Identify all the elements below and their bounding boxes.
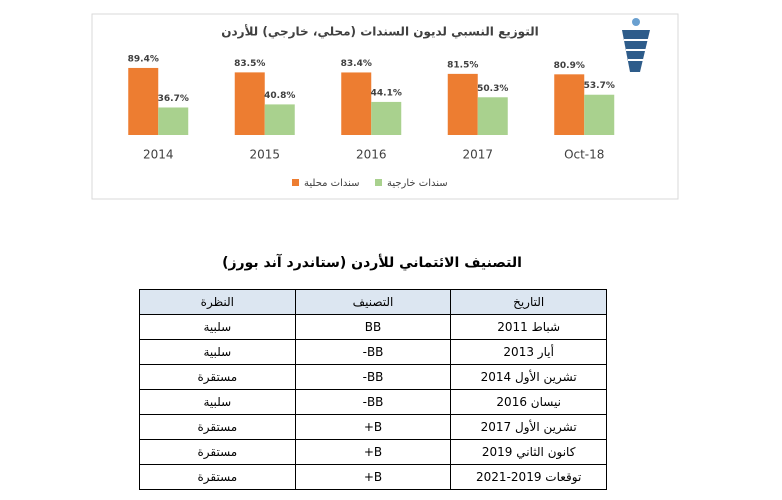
table-cell: B+ <box>294 414 452 440</box>
table-cell: مستقرة <box>139 439 296 465</box>
value-label: 50.3% <box>477 84 508 94</box>
table-cell: BB- <box>294 339 452 365</box>
table-title: التصنيف الائتماني للأردن (ستاندرد آند بو… <box>222 255 522 271</box>
header-cell: التاريخ <box>450 289 607 315</box>
legend-swatch <box>375 179 382 186</box>
header-cell: النظرة <box>139 289 296 315</box>
table-row: شباط 2011 BB سلبية <box>139 314 607 340</box>
value-label: 83.4% <box>341 59 372 69</box>
table-cell: أيار 2013 <box>450 339 607 365</box>
table-cell: تشرين الأول 2017 <box>450 414 607 440</box>
x-tick-label: 2017 <box>462 148 493 162</box>
legend-swatch <box>292 179 299 186</box>
value-label: 40.8% <box>264 91 295 101</box>
table-cell: مستقرة <box>139 414 296 440</box>
bar <box>554 74 585 135</box>
table-cell: سلبية <box>139 339 296 365</box>
table-cell: BB- <box>294 364 452 390</box>
value-label: 53.7% <box>584 81 615 91</box>
legend-label: سندات خارجية <box>387 178 448 189</box>
header-row: التاريخ التصنيف النظرة <box>139 289 607 315</box>
table-row: تشرين الأول 2017 B+ مستقرة <box>139 414 607 440</box>
chart: التوزيع النسبي لديون السندات (محلي، خارج… <box>91 13 679 200</box>
table-cell: سلبية <box>139 314 296 340</box>
table-row: كانون الثاني 2019 B+ مستقرة <box>139 439 607 465</box>
bar <box>477 97 508 135</box>
table-cell: B+ <box>294 439 452 465</box>
table-row: توقعات 2019-2021 B+ مستقرة <box>139 464 607 490</box>
bar <box>371 101 402 135</box>
value-label: 36.7% <box>158 94 189 104</box>
bar <box>447 73 478 135</box>
table-cell: سلبية <box>139 389 296 415</box>
table-cell: كانون الثاني 2019 <box>450 439 607 465</box>
table-row: أيار 2013 BB- سلبية <box>139 339 607 365</box>
x-tick-label: 2016 <box>356 148 387 162</box>
header-cell: التصنيف <box>294 289 452 315</box>
table-cell: توقعات 2019-2021 <box>450 464 607 490</box>
value-label: 44.1% <box>371 88 402 98</box>
table-cell: B+ <box>294 464 452 490</box>
bar <box>234 72 265 135</box>
table-cell: BB- <box>294 389 452 415</box>
value-label: 81.5% <box>447 60 478 70</box>
table-cell: BB <box>294 314 452 340</box>
value-label: 83.5% <box>234 59 265 69</box>
bar <box>128 67 159 135</box>
legend-label: سندات محلية <box>304 178 360 189</box>
x-tick-label: 2015 <box>249 148 280 162</box>
bar <box>584 94 615 135</box>
bar <box>341 72 372 135</box>
bar <box>158 107 189 135</box>
x-tick-label: Oct-18 <box>564 148 604 162</box>
table-cell: شباط 2011 <box>450 314 607 340</box>
table-row: نيسان 2016 BB- سلبية <box>139 389 607 415</box>
rating-table: التاريخ التصنيف النظرة شباط 2011 BB سلبية أيار… <box>139 289 607 490</box>
bar <box>264 104 295 135</box>
x-tick-label: 2014 <box>143 148 174 162</box>
table-row: تشرين الأول 2014 BB- مستقرة <box>139 364 607 390</box>
chart-title: التوزيع النسبي لديون السندات (محلي، خارج… <box>221 24 538 40</box>
table-cell: نيسان 2016 <box>450 389 607 415</box>
logo <box>622 18 650 72</box>
table-cell: مستقرة <box>139 464 296 490</box>
table-cell: تشرين الأول 2014 <box>450 364 607 390</box>
value-label: 89.4% <box>128 54 159 64</box>
table-cell: مستقرة <box>139 364 296 390</box>
value-label: 80.9% <box>554 61 585 71</box>
